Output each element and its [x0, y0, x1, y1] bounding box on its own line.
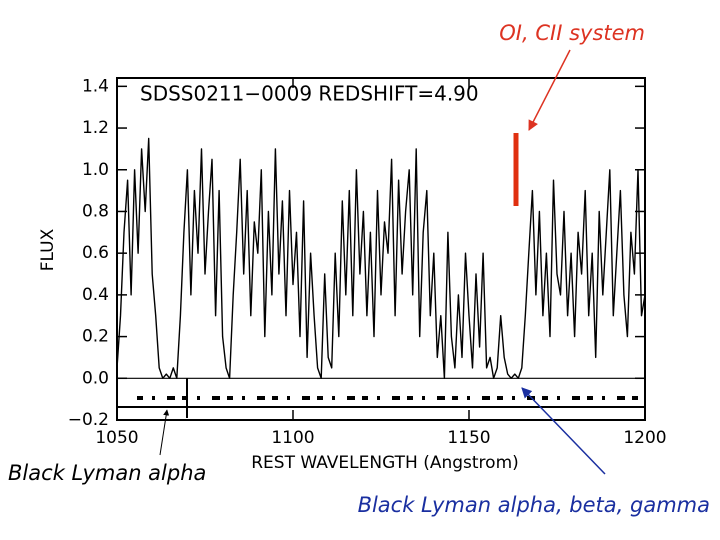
annotation-arrow — [528, 49, 571, 131]
y-tick-label: 0.6 — [82, 243, 109, 263]
y-tick-label: 0.2 — [82, 327, 109, 347]
y-tick-label: 0.0 — [82, 368, 109, 388]
x-tick-label: 1050 — [95, 428, 138, 448]
y-tick-label: −0.2 — [68, 410, 109, 430]
spectrum-line — [116, 137, 646, 379]
plot-frame — [116, 77, 646, 421]
x-tick-label: 1100 — [271, 428, 314, 448]
annotation-arrow — [521, 387, 606, 475]
annotation-arrow — [159, 409, 170, 456]
y-tick-label: 1.2 — [82, 118, 109, 138]
chart-title: SDSS0211−0009 REDSHIFT=4.90 — [140, 82, 479, 106]
annotation: Black Lyman alpha, beta, gamma — [358, 493, 710, 517]
y-tick-label: 0.8 — [82, 201, 109, 221]
y-tick-label: 0.4 — [82, 285, 109, 305]
annotation: Black Lyman alpha — [8, 461, 206, 485]
x-axis-label: REST WAVELENGTH (Angstrom) — [251, 453, 519, 473]
annotation: OI, CII system — [499, 21, 645, 45]
y-tick-label: 1.0 — [82, 160, 109, 180]
y-tick-label: 1.4 — [82, 76, 109, 96]
x-tick-label: 1150 — [447, 428, 490, 448]
y-axis-label: FLUX — [38, 228, 58, 271]
x-tick-label: 1200 — [623, 428, 666, 448]
plot-area: −0.2 0.0 0.2 0.4 0.6 0.8 1.0 1.2 1.4 1050 1100 1150… — [68, 76, 667, 448]
